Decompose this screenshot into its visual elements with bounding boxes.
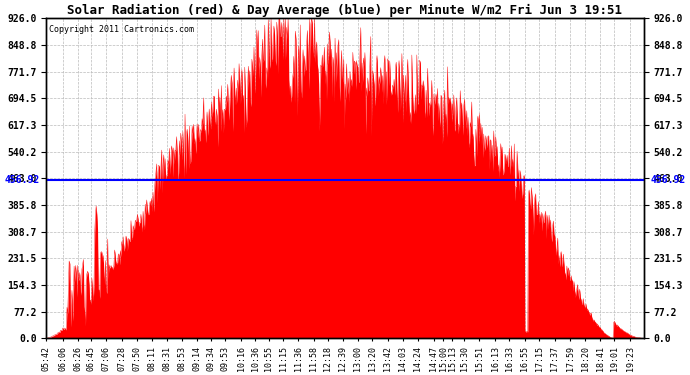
Title: Solar Radiation (red) & Day Average (blue) per Minute W/m2 Fri Jun 3 19:51: Solar Radiation (red) & Day Average (blu… [68, 4, 622, 17]
Text: 456.92: 456.92 [651, 176, 686, 185]
Text: Copyright 2011 Cartronics.com: Copyright 2011 Cartronics.com [50, 25, 195, 34]
Text: 456.92: 456.92 [4, 176, 39, 185]
